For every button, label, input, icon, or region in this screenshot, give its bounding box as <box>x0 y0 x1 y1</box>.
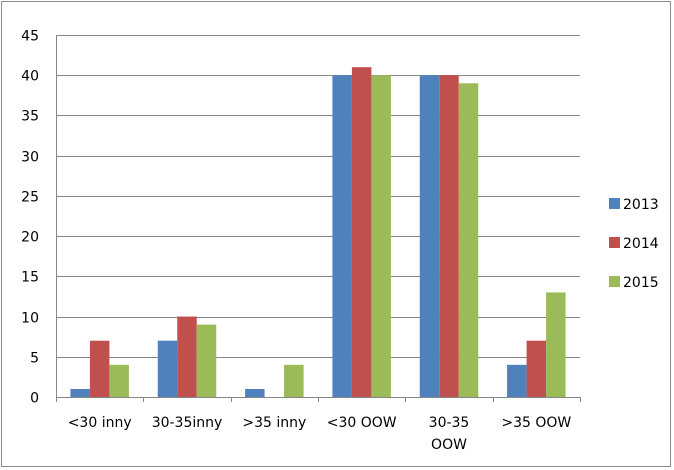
bar-2013-0 <box>70 388 90 397</box>
x-tick-label-3: <30 OOW <box>327 415 397 431</box>
y-tick-label-5: 5 <box>30 351 39 367</box>
bar-2013-1 <box>157 340 178 397</box>
bar-2013-2 <box>245 388 265 397</box>
bar-2015-1 <box>196 324 217 397</box>
bar-2013-4 <box>419 75 440 397</box>
x-tick-label-0: <30 inny <box>68 415 132 431</box>
x-tick-label-1: 30-35inny <box>152 415 223 431</box>
legend-label-2014: 2014 <box>623 236 659 252</box>
x-tick-label-4-line1: OOW <box>431 437 467 453</box>
x-tick-label-5: >35 OOW <box>501 415 571 431</box>
y-tick-label-20: 20 <box>21 230 39 246</box>
bar-2015-0 <box>109 364 129 397</box>
y-tick-label-10: 10 <box>21 311 39 327</box>
bar-2013-5 <box>507 364 527 397</box>
legend-swatch-2015 <box>609 276 620 287</box>
bar-2014-3 <box>351 67 372 397</box>
x-tick-label-4-line0: 30-35 <box>429 415 470 431</box>
x-tick-label-2: >35 inny <box>242 415 306 431</box>
legend-swatch-2014 <box>609 237 620 248</box>
legend-label-2013: 2013 <box>623 197 659 213</box>
bar-2015-5 <box>546 292 566 397</box>
y-tick-label-30: 30 <box>21 150 39 166</box>
y-tick-label-0: 0 <box>30 391 39 407</box>
y-tick-label-25: 25 <box>21 190 39 206</box>
y-tick-label-40: 40 <box>21 69 39 85</box>
legend-label-2015: 2015 <box>623 275 659 291</box>
legend-swatch-2013 <box>609 198 620 209</box>
y-tick-label-15: 15 <box>21 270 39 286</box>
bar-2014-5 <box>526 340 547 397</box>
bar-2015-4 <box>458 83 479 398</box>
bar-2014-4 <box>439 75 459 397</box>
bar-2015-2 <box>284 364 304 397</box>
bar-2015-3 <box>371 75 391 397</box>
bar-2014-0 <box>89 340 110 397</box>
bar-2014-1 <box>177 316 197 397</box>
y-tick-label-45: 45 <box>21 29 39 45</box>
y-tick-label-35: 35 <box>21 109 39 125</box>
bar-2013-3 <box>332 75 352 397</box>
